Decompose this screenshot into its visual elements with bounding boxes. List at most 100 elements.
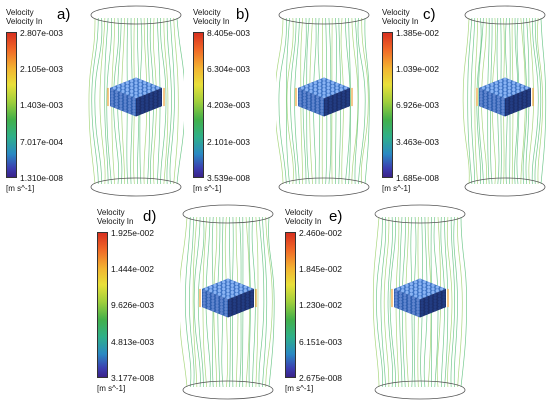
streamline [262, 216, 268, 388]
legend-tick: 4.813e-003 [111, 337, 155, 347]
streamline [176, 17, 184, 185]
streamline [478, 17, 484, 185]
legend-title-line1: Velocity [193, 8, 221, 17]
streamline [160, 17, 167, 185]
legend-tick: 8.405e-003 [207, 28, 251, 38]
legend-tick: 1.403e-003 [20, 100, 64, 110]
streamline [192, 216, 198, 388]
legend-tick: 2.105e-003 [20, 64, 64, 74]
streamline-cylinder-d [180, 204, 275, 400]
legend-tick: 3.463e-003 [396, 137, 440, 147]
legend-unit: [m s^-1] [285, 384, 314, 393]
streamline [470, 17, 476, 185]
streamline [348, 17, 351, 185]
streamline [389, 216, 396, 388]
streamline-cylinder-c [462, 5, 547, 197]
legend-title-line2: Velocity In [6, 17, 43, 26]
legend-title-line2: Velocity In [285, 217, 322, 226]
legend-title: Velocity Velocity In [97, 208, 133, 226]
streamline [537, 17, 544, 185]
legend-title-line1: Velocity [285, 208, 313, 217]
legend-title: Velocity Velocity In [193, 8, 229, 26]
streamline [258, 216, 265, 388]
panel-label: b) [236, 6, 250, 23]
streamline [251, 216, 256, 388]
particle-cube [476, 77, 534, 117]
legend-title: Velocity Velocity In [382, 8, 418, 26]
streamline-cylinder-b [276, 5, 370, 197]
legend-unit: [m s^-1] [6, 184, 35, 193]
legend-tick: 6.926e-003 [396, 100, 440, 110]
streamline [268, 216, 275, 388]
legend-tick: 3.539e-008 [207, 173, 251, 183]
streamline-cylinder-e [372, 204, 467, 400]
streamline [467, 17, 473, 185]
streamline [184, 216, 192, 388]
streamline [163, 17, 169, 185]
streamline [364, 17, 370, 185]
streamline [169, 17, 175, 185]
legend-tick: 3.177e-008 [111, 373, 155, 383]
streamline [255, 216, 259, 388]
streamline [91, 17, 99, 185]
streamline [290, 17, 297, 185]
particle-cube [199, 278, 257, 318]
streamline [354, 17, 359, 185]
panel-label: d) [143, 208, 157, 225]
legend-tick: 6.151e-003 [299, 337, 343, 347]
streamline [446, 216, 453, 388]
legend-title: Velocity Velocity In [6, 8, 42, 26]
legend-tick: 1.925e-002 [111, 228, 155, 238]
streamline [540, 17, 547, 185]
legend-tick: 9.626e-003 [111, 300, 155, 310]
streamline [276, 17, 284, 185]
streamline [474, 17, 478, 185]
legend-tick: 7.017e-004 [20, 137, 64, 147]
legend-title-line2: Velocity In [193, 17, 230, 26]
legend-tick: 6.304e-003 [207, 64, 251, 74]
streamline [173, 17, 179, 185]
streamline [531, 17, 539, 185]
legend-unit: [m s^-1] [97, 384, 126, 393]
streamline [189, 216, 195, 388]
streamline [285, 17, 290, 185]
legend-tick: 1.385e-002 [396, 28, 440, 38]
legend-title-line2: Velocity In [382, 17, 419, 26]
streamline [88, 17, 96, 185]
streamline [450, 216, 456, 388]
legend-tick: 1.230e-002 [299, 300, 343, 310]
cylinder-bottom [278, 177, 370, 197]
panel-label: a) [57, 6, 71, 23]
streamline [351, 17, 359, 185]
streamline [372, 216, 380, 388]
color-legend-bar [193, 32, 204, 178]
streamline [534, 17, 542, 185]
streamline [357, 17, 366, 185]
streamline [193, 216, 201, 388]
cylinder-bottom [374, 380, 466, 400]
cylinder-top [374, 204, 466, 224]
streamline [457, 216, 463, 388]
streamline [380, 216, 387, 388]
legend-title-line2: Velocity In [97, 217, 134, 226]
streamline [106, 17, 112, 185]
particle-cube [295, 77, 353, 117]
cylinder-top [90, 5, 182, 25]
color-legend-bar [285, 232, 296, 378]
streamline [376, 216, 383, 388]
streamline [278, 17, 287, 185]
streamline [460, 216, 467, 388]
streamline [360, 17, 369, 185]
streamline [294, 17, 300, 185]
legend-tick: 2.675e-008 [299, 373, 343, 383]
legend-tick: 1.685e-008 [396, 173, 440, 183]
streamline [94, 17, 103, 185]
color-legend-bar [6, 32, 17, 178]
streamline [99, 17, 106, 185]
legend-title: Velocity Velocity In [285, 208, 321, 226]
cylinder-top [182, 204, 274, 224]
streamline [180, 216, 188, 388]
streamline [383, 216, 390, 388]
legend-title-line1: Velocity [382, 8, 410, 17]
cylinder-bottom [90, 177, 182, 197]
